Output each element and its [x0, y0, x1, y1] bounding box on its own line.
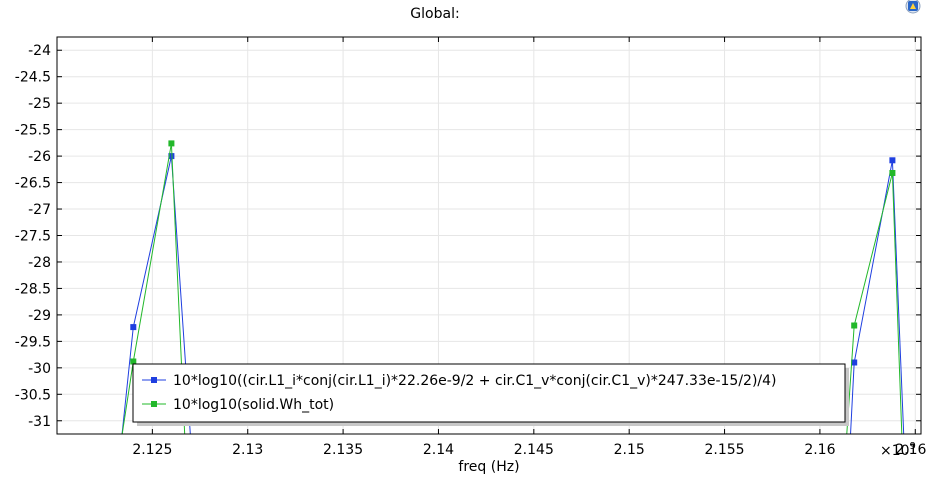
data-point-marker [168, 153, 175, 160]
data-point-marker [851, 322, 858, 329]
legend-entry-1: 10*log10((cir.L1_i*conj(cir.L1_i)*22.26e… [142, 373, 777, 389]
x-axis: 2.125 2.13 2.135 2.14 2.145 2.15 2.155 2.16 2.16… [132, 37, 926, 458]
x-tick-label: 2.15 [614, 442, 645, 458]
data-point-marker [130, 324, 137, 331]
x-tick-label: 2.135 [323, 442, 363, 458]
y-tick-label: -29.5 [15, 334, 51, 350]
y-axis: -24 -24.5 -25 -25.5 -26 -26.5 -27 -27.5 -28 -28.5… [15, 43, 921, 430]
y-tick-label: -27 [28, 202, 51, 218]
y-tick-label: -30.5 [15, 387, 51, 403]
legend-marker-1 [151, 377, 157, 383]
data-point-marker [889, 157, 896, 164]
legend: 10*log10((cir.L1_i*conj(cir.L1_i)*22.26e… [132, 363, 849, 426]
series-line-1 [121, 155, 905, 434]
x-tick-label: 2.165 [895, 442, 926, 458]
series-line-2 [121, 143, 903, 434]
y-tick-label: -25 [28, 96, 51, 112]
data-point-marker [851, 359, 858, 366]
y-tick-label: -25.5 [15, 123, 51, 139]
y-tick-label: -28 [28, 255, 51, 271]
legend-box [132, 363, 846, 423]
data-point-marker [889, 170, 896, 176]
x-tick-label: 2.155 [705, 442, 745, 458]
y-tick-label: -26 [28, 149, 51, 165]
graphics-menu-icon[interactable] [905, 0, 921, 14]
y-tick-label: -24.5 [15, 70, 51, 86]
y-tick-label: -26.5 [15, 176, 51, 192]
y-tick-label: -31 [28, 414, 51, 430]
data-point-marker [168, 140, 175, 147]
chart-title: Global: [410, 6, 459, 22]
x-multiplier-base: ×10 [880, 443, 910, 459]
y-tick-label: -28.5 [15, 281, 51, 297]
plot-area [121, 140, 905, 434]
legend-entry-2: 10*log10(solid.Wh_tot) [142, 397, 334, 413]
x-tick-label: 2.13 [232, 442, 263, 458]
legend-marker-2 [151, 401, 157, 407]
x-tick-label: 2.145 [514, 442, 554, 458]
legend-label-2: 10*log10(solid.Wh_tot) [173, 397, 334, 413]
x-axis-label: freq (Hz) [458, 459, 519, 475]
y-tick-label: -30 [28, 361, 51, 377]
data-point-marker [130, 358, 137, 365]
x-tick-label: 2.14 [423, 442, 454, 458]
legend-label-1: 10*log10((cir.L1_i*conj(cir.L1_i)*22.26e… [173, 373, 777, 389]
y-tick-label: -27.5 [15, 229, 51, 245]
x-tick-label: 2.125 [132, 442, 172, 458]
x-tick-label: 2.16 [804, 442, 835, 458]
y-tick-label: -29 [28, 308, 51, 324]
y-tick-label: -24 [28, 43, 51, 59]
x-multiplier-exponent: 9 [910, 441, 916, 452]
x-multiplier: ×109 [880, 441, 916, 459]
